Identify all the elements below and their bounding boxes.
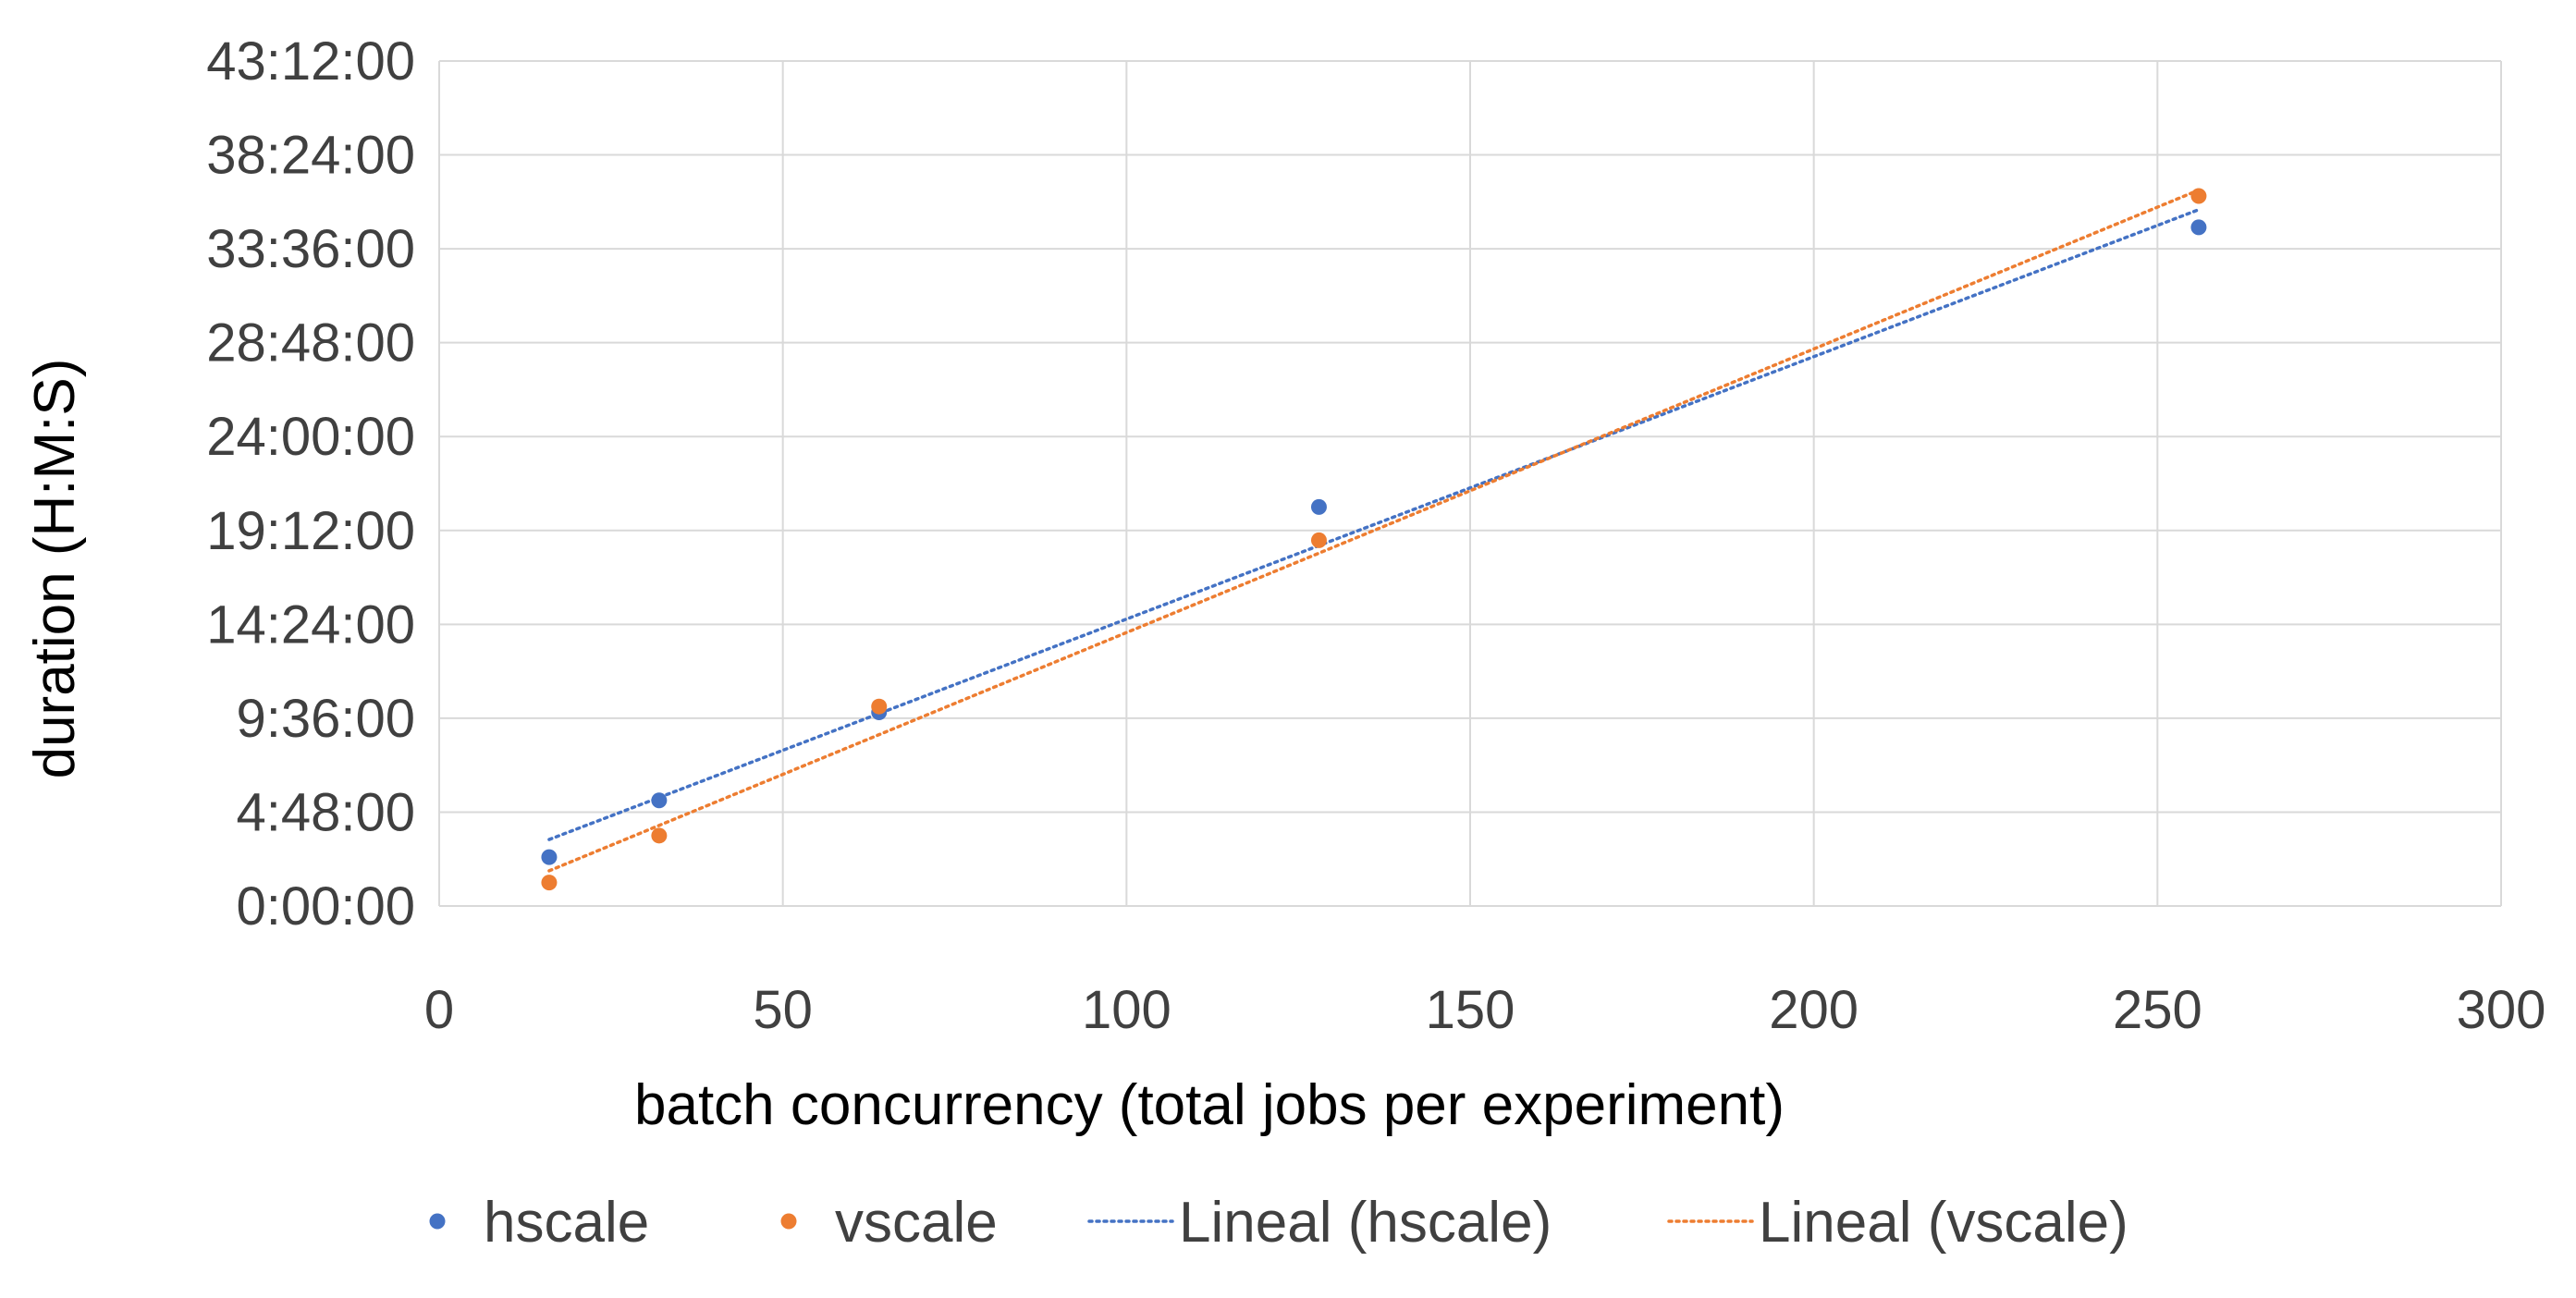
y-tick-label: 38:24:00 xyxy=(206,126,415,186)
legend-marker xyxy=(429,1213,446,1230)
legend-label: Lineal (vscale) xyxy=(1759,1191,2128,1255)
x-tick-label: 250 xyxy=(2113,980,2202,1040)
x-tick-label: 300 xyxy=(2457,980,2546,1040)
data-point-vscale xyxy=(2190,188,2207,204)
y-tick-label: 19:12:00 xyxy=(206,501,415,561)
data-point-hscale xyxy=(2190,219,2207,236)
data-point-vscale xyxy=(871,698,888,715)
gridlines xyxy=(438,60,2502,907)
x-tick-label: 100 xyxy=(1082,980,1171,1040)
data-point-hscale xyxy=(1310,498,1327,515)
y-tick-label: 4:48:00 xyxy=(236,782,415,842)
y-tick-label: 28:48:00 xyxy=(206,313,415,373)
x-tick-label: 50 xyxy=(753,980,813,1040)
x-tick-label: 200 xyxy=(1769,980,1858,1040)
data-points xyxy=(541,188,2207,891)
y-tick-label: 9:36:00 xyxy=(236,689,415,749)
legend-marker xyxy=(780,1213,797,1230)
x-axis-title: batch concurrency (total jobs per experi… xyxy=(634,1073,1785,1137)
legend-label: Lineal (hscale) xyxy=(1179,1191,1552,1255)
y-axis-title: duration (H:M:S) xyxy=(23,359,87,779)
trendlines xyxy=(547,188,2201,873)
trendline xyxy=(547,208,2201,841)
x-tick-label: 150 xyxy=(1426,980,1515,1040)
y-tick-label: 14:24:00 xyxy=(206,594,415,655)
y-axis-ticks: 0:00:00 4:48:00 9:36:00 14:24:00 19:12:00 24:… xyxy=(206,31,415,937)
data-point-hscale xyxy=(651,792,668,809)
y-tick-label: 33:36:00 xyxy=(206,219,415,279)
y-tick-label: 0:00:00 xyxy=(236,876,415,937)
legend: hscale vscale Lineal (hscale) Lineal (vscal… xyxy=(429,1191,2128,1255)
y-tick-label: 43:12:00 xyxy=(206,31,415,92)
x-axis-ticks: 0 50 100 150 200 250 300 xyxy=(424,980,2546,1040)
y-tick-label: 24:00:00 xyxy=(206,407,415,467)
data-point-hscale xyxy=(541,849,558,865)
legend-label: hscale xyxy=(484,1191,649,1255)
trendline xyxy=(547,188,2201,873)
data-point-vscale xyxy=(651,827,668,844)
x-tick-label: 0 xyxy=(424,980,454,1040)
data-point-vscale xyxy=(1310,532,1327,548)
legend-label: vscale xyxy=(835,1191,998,1255)
data-point-vscale xyxy=(541,875,558,891)
